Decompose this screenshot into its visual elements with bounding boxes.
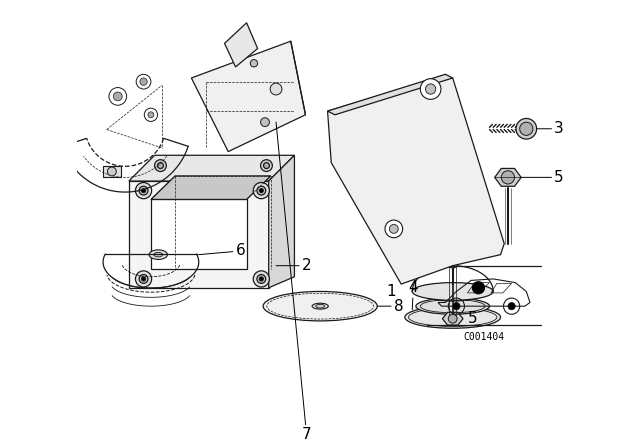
Polygon shape (129, 155, 294, 181)
Polygon shape (225, 23, 258, 67)
Circle shape (157, 163, 163, 168)
Circle shape (257, 275, 266, 283)
Circle shape (155, 159, 166, 172)
Circle shape (144, 108, 157, 121)
Circle shape (472, 281, 485, 294)
Circle shape (264, 163, 269, 168)
Circle shape (139, 186, 148, 195)
Circle shape (140, 78, 147, 86)
Ellipse shape (263, 292, 377, 321)
Text: 5: 5 (467, 311, 477, 326)
Circle shape (501, 171, 515, 184)
Ellipse shape (416, 298, 490, 314)
Text: 4: 4 (408, 280, 418, 310)
Polygon shape (103, 166, 122, 177)
Circle shape (389, 224, 398, 233)
Polygon shape (442, 312, 463, 325)
Circle shape (136, 271, 152, 287)
Polygon shape (328, 78, 504, 284)
Circle shape (452, 302, 460, 310)
Text: 6: 6 (199, 243, 245, 258)
Circle shape (148, 112, 154, 118)
Circle shape (260, 118, 269, 127)
Circle shape (139, 275, 148, 283)
Circle shape (109, 87, 127, 105)
Text: C001404: C001404 (463, 332, 504, 342)
Polygon shape (151, 199, 246, 269)
Circle shape (270, 83, 282, 95)
Circle shape (447, 256, 459, 268)
Text: 8: 8 (378, 299, 403, 314)
Text: 7: 7 (276, 122, 312, 443)
Ellipse shape (149, 250, 168, 259)
Circle shape (136, 74, 151, 89)
Text: 3: 3 (536, 121, 564, 136)
Circle shape (136, 182, 152, 199)
Polygon shape (191, 41, 305, 151)
Ellipse shape (316, 304, 324, 308)
Circle shape (260, 159, 273, 172)
Polygon shape (495, 168, 521, 186)
Circle shape (141, 277, 146, 281)
Circle shape (516, 118, 536, 139)
Ellipse shape (423, 286, 482, 301)
Circle shape (385, 220, 403, 238)
Circle shape (113, 92, 122, 101)
Ellipse shape (312, 303, 328, 309)
Polygon shape (129, 181, 269, 288)
Circle shape (108, 167, 116, 176)
Ellipse shape (405, 306, 500, 328)
Circle shape (253, 271, 269, 287)
Ellipse shape (154, 252, 163, 257)
Circle shape (250, 60, 258, 67)
Text: 2: 2 (276, 258, 312, 273)
Circle shape (426, 84, 436, 94)
Circle shape (508, 302, 515, 310)
Polygon shape (151, 176, 271, 199)
Text: 5: 5 (521, 170, 564, 185)
Polygon shape (328, 74, 452, 115)
Circle shape (259, 189, 264, 193)
Circle shape (253, 182, 269, 199)
Circle shape (259, 277, 264, 281)
Circle shape (141, 189, 146, 193)
Circle shape (448, 314, 457, 323)
Circle shape (420, 79, 441, 99)
Circle shape (257, 186, 266, 195)
Text: 1: 1 (387, 284, 396, 299)
Ellipse shape (412, 283, 493, 300)
Polygon shape (269, 155, 294, 288)
Circle shape (520, 122, 533, 135)
